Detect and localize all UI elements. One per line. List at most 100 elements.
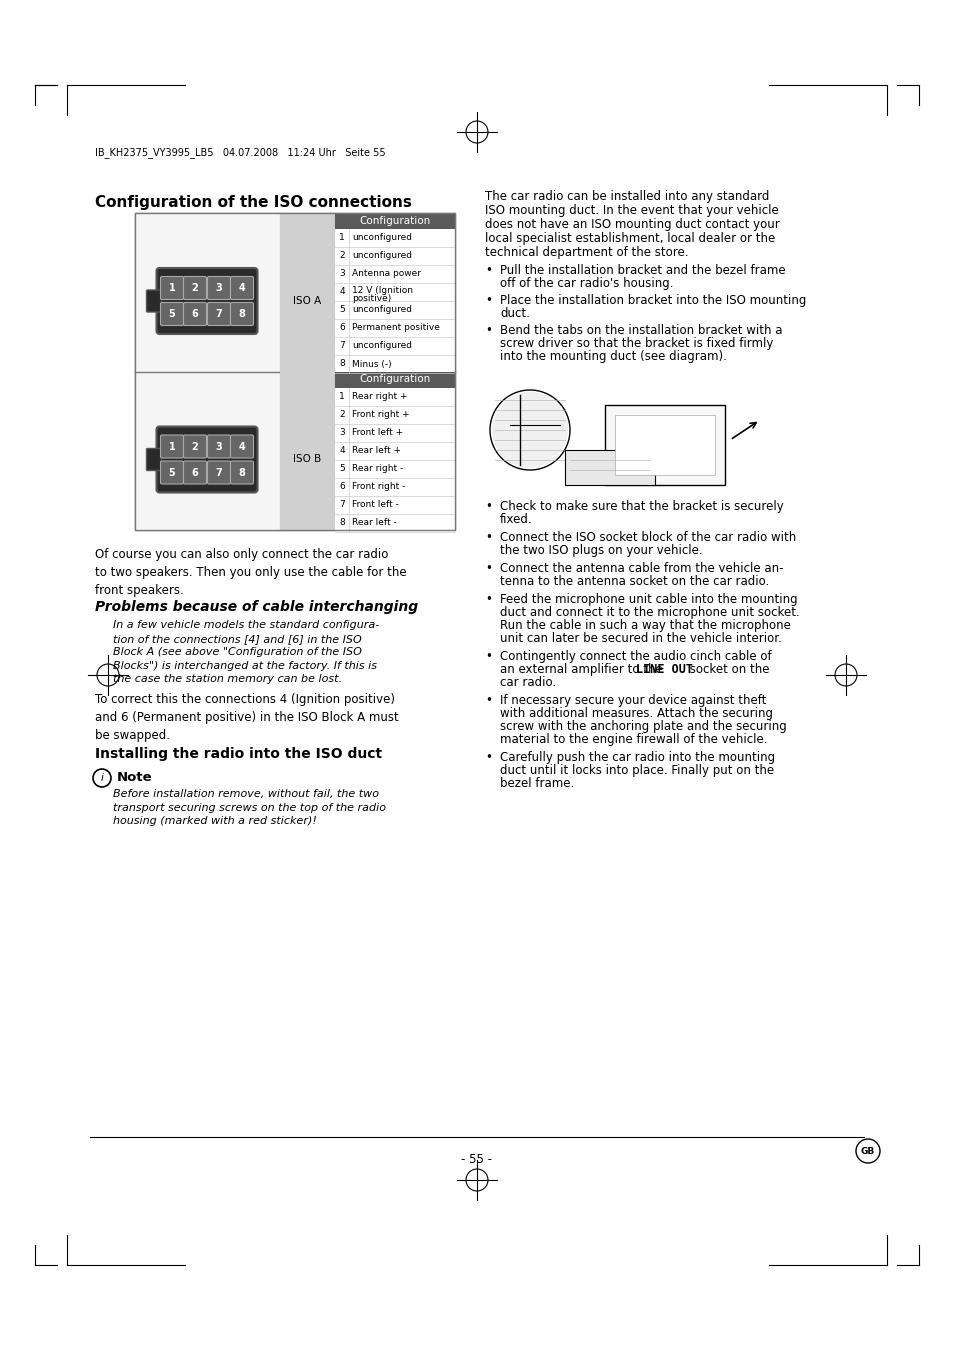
Text: Configuration: Configuration <box>359 374 430 385</box>
Bar <box>615 414 714 475</box>
FancyBboxPatch shape <box>231 435 253 458</box>
Text: 8: 8 <box>238 467 245 478</box>
Text: Antenna power: Antenna power <box>352 270 420 278</box>
Text: with additional measures. Attach the securing: with additional measures. Attach the sec… <box>499 707 772 720</box>
Text: ISO A: ISO A <box>294 296 321 306</box>
Text: bezel frame.: bezel frame. <box>499 778 574 790</box>
Text: material to the engine firewall of the vehicle.: material to the engine firewall of the v… <box>499 733 767 747</box>
FancyBboxPatch shape <box>208 460 231 485</box>
Bar <box>335 213 455 230</box>
Text: Installing the radio into the ISO duct: Installing the radio into the ISO duct <box>95 747 382 761</box>
Text: Connect the antenna cable from the vehicle an-: Connect the antenna cable from the vehic… <box>499 562 782 575</box>
Text: 2: 2 <box>192 441 198 451</box>
Text: ISO mounting duct. In the event that your vehicle: ISO mounting duct. In the event that you… <box>484 204 778 217</box>
Text: Connect the ISO socket block of the car radio with: Connect the ISO socket block of the car … <box>499 531 796 544</box>
Text: the two ISO plugs on your vehicle.: the two ISO plugs on your vehicle. <box>499 544 702 558</box>
Text: screw driver so that the bracket is fixed firmly: screw driver so that the bracket is fixe… <box>499 338 773 350</box>
Text: unconfigured: unconfigured <box>352 234 412 243</box>
Text: 3: 3 <box>338 428 345 437</box>
Text: To correct this the connections 4 (Ignition positive)
and 6 (Permanent positive): To correct this the connections 4 (Ignit… <box>95 693 398 743</box>
Bar <box>335 247 455 265</box>
FancyBboxPatch shape <box>183 460 206 485</box>
Bar <box>335 387 455 405</box>
Text: 8: 8 <box>338 359 345 369</box>
Text: •: • <box>484 751 492 764</box>
Bar <box>335 230 455 247</box>
Text: Front right +: Front right + <box>352 410 409 418</box>
Text: duct and connect it to the microphone unit socket.: duct and connect it to the microphone un… <box>499 606 799 620</box>
Text: Configuration of the ISO connections: Configuration of the ISO connections <box>95 194 412 211</box>
Text: GB: GB <box>860 1146 874 1156</box>
FancyBboxPatch shape <box>160 460 183 485</box>
Text: ISO B: ISO B <box>294 455 321 464</box>
Text: Rear right -: Rear right - <box>352 464 403 472</box>
Text: unconfigured: unconfigured <box>352 251 412 261</box>
Text: an external amplifier to the: an external amplifier to the <box>499 663 666 676</box>
Text: Configuration: Configuration <box>359 216 430 225</box>
Text: 3: 3 <box>215 284 222 293</box>
Text: 4: 4 <box>238 284 245 293</box>
Bar <box>335 355 455 373</box>
Bar <box>335 513 455 532</box>
Text: Front left -: Front left - <box>352 500 398 509</box>
Text: Permanent positive: Permanent positive <box>352 324 439 332</box>
Text: •: • <box>484 694 492 707</box>
Text: Of course you can also only connect the car radio
to two speakers. Then you only: Of course you can also only connect the … <box>95 548 406 597</box>
Text: duct.: duct. <box>499 306 529 320</box>
FancyBboxPatch shape <box>208 277 231 300</box>
Text: unconfigured: unconfigured <box>352 305 412 315</box>
Circle shape <box>492 392 567 468</box>
Text: •: • <box>484 324 492 338</box>
Text: Note: Note <box>117 771 152 784</box>
Bar <box>564 450 655 485</box>
Bar <box>335 284 455 301</box>
Text: Front right -: Front right - <box>352 482 405 491</box>
Bar <box>335 265 455 284</box>
Bar <box>335 441 455 459</box>
Text: •: • <box>484 500 492 513</box>
Text: 1: 1 <box>338 234 345 243</box>
Bar <box>335 424 455 441</box>
Bar <box>335 301 455 319</box>
Text: positive): positive) <box>352 294 391 302</box>
Text: 7: 7 <box>338 500 345 509</box>
Text: 1: 1 <box>338 392 345 401</box>
FancyBboxPatch shape <box>160 277 183 300</box>
Text: fixed.: fixed. <box>499 513 532 526</box>
FancyBboxPatch shape <box>160 435 183 458</box>
FancyBboxPatch shape <box>208 435 231 458</box>
FancyBboxPatch shape <box>208 302 231 325</box>
Text: LINE OUT: LINE OUT <box>636 663 693 676</box>
FancyBboxPatch shape <box>156 269 257 333</box>
Text: 7: 7 <box>215 309 222 319</box>
Text: 5: 5 <box>338 464 345 472</box>
Text: 1: 1 <box>169 441 175 451</box>
Text: does not have an ISO mounting duct contact your: does not have an ISO mounting duct conta… <box>484 217 779 231</box>
Text: Run the cable in such a way that the microphone: Run the cable in such a way that the mic… <box>499 620 790 632</box>
Text: 3: 3 <box>215 441 222 451</box>
Text: unit can later be secured in the vehicle interior.: unit can later be secured in the vehicle… <box>499 632 781 645</box>
Text: Minus (-): Minus (-) <box>352 359 392 369</box>
Bar <box>335 405 455 424</box>
Text: i: i <box>100 774 103 783</box>
Text: car radio.: car radio. <box>499 676 556 688</box>
Text: 3: 3 <box>338 270 345 278</box>
Text: Front left +: Front left + <box>352 428 403 437</box>
FancyBboxPatch shape <box>183 302 206 325</box>
Text: off of the car radio's housing.: off of the car radio's housing. <box>499 277 673 290</box>
Text: If necessary secure your device against theft: If necessary secure your device against … <box>499 694 765 707</box>
Text: technical department of the store.: technical department of the store. <box>484 246 688 259</box>
Bar <box>335 319 455 338</box>
Text: Before installation remove, without fail, the two
transport securing screws on t: Before installation remove, without fail… <box>112 788 386 826</box>
Text: •: • <box>484 593 492 606</box>
FancyBboxPatch shape <box>183 277 206 300</box>
Bar <box>335 478 455 495</box>
FancyBboxPatch shape <box>147 290 161 312</box>
Text: - 55 -: - 55 - <box>461 1153 492 1166</box>
FancyBboxPatch shape <box>183 435 206 458</box>
FancyBboxPatch shape <box>156 427 257 493</box>
Text: 4: 4 <box>339 446 344 455</box>
Text: Problems because of cable interchanging: Problems because of cable interchanging <box>95 599 417 614</box>
Text: Rear left -: Rear left - <box>352 518 396 526</box>
Text: unconfigured: unconfigured <box>352 342 412 351</box>
